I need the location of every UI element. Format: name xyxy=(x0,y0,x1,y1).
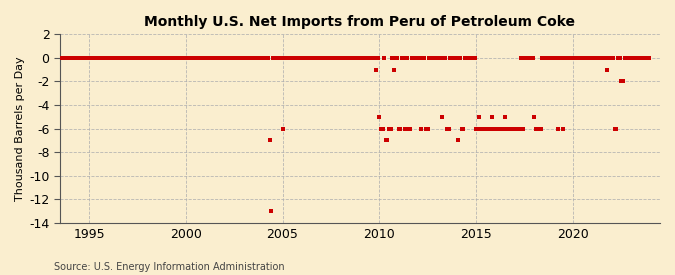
Title: Monthly U.S. Net Imports from Peru of Petroleum Coke: Monthly U.S. Net Imports from Peru of Pe… xyxy=(144,15,576,29)
Text: Source: U.S. Energy Information Administration: Source: U.S. Energy Information Administ… xyxy=(54,262,285,272)
Y-axis label: Thousand Barrels per Day: Thousand Barrels per Day xyxy=(15,56,25,201)
